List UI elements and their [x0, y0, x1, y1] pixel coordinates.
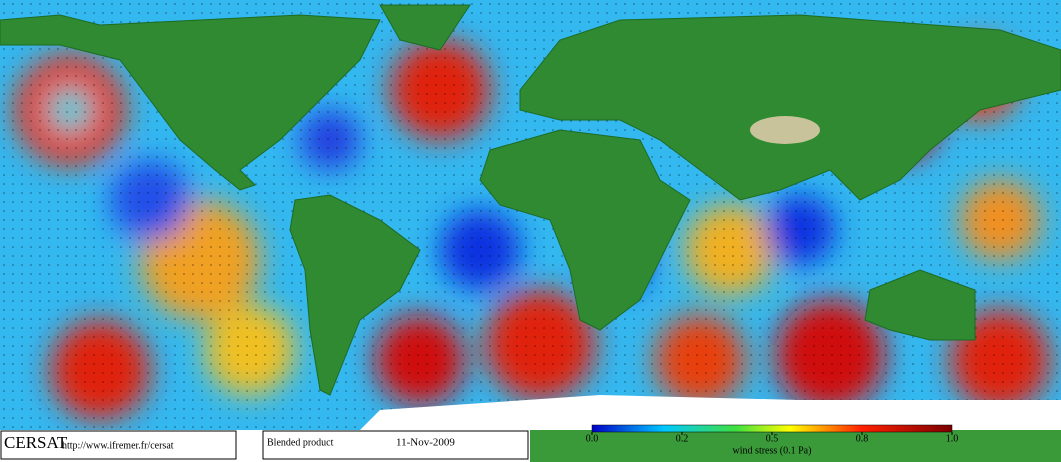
product-box: [262, 430, 529, 460]
antarctica-land: [530, 430, 1061, 462]
antarctica-ice: [360, 395, 1061, 430]
colorbar-tick-label: 1.0: [946, 433, 959, 444]
colorbar-tick-label: 0.8: [856, 433, 869, 444]
url: http://www.ifremer.fr/cersat: [62, 440, 174, 451]
colorbar-tick-label: 0.5: [766, 433, 779, 444]
colorbar-label: wind stress (0.1 Pa): [733, 445, 812, 456]
colorbar: [591, 424, 953, 433]
date: 11-Nov-2009: [396, 437, 455, 449]
logo-box: [0, 430, 237, 460]
logo: CERSAT: [4, 433, 68, 452]
colorbar-tick-label: 0.2: [676, 433, 689, 444]
colorbar-tick-label: 0.0: [586, 433, 599, 444]
product: Blended product: [267, 437, 334, 448]
continents: [0, 4, 1061, 396]
